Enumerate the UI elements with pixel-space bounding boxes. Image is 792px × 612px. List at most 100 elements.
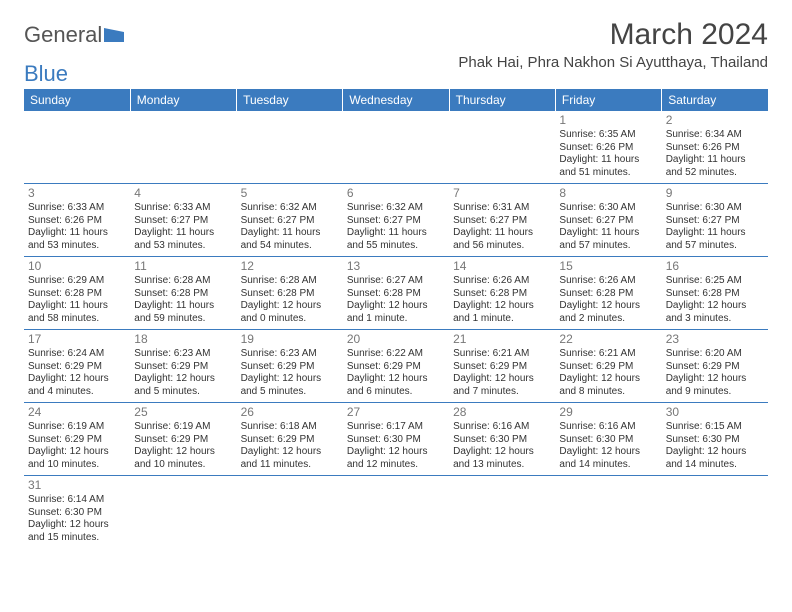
sunset-text: Sunset: 6:30 PM [666,434,764,447]
daylight-text: Daylight: 12 hours and 12 minutes. [347,446,445,471]
sunset-text: Sunset: 6:29 PM [28,361,126,374]
calendar-empty-cell [24,111,130,184]
daylight-text: Daylight: 12 hours and 7 minutes. [453,373,551,398]
sunrise-text: Sunrise: 6:32 AM [241,202,339,215]
weekday-header: Friday [555,89,661,111]
day-number: 20 [347,332,445,347]
sunrise-text: Sunrise: 6:33 AM [28,202,126,215]
calendar-empty-cell [130,111,236,184]
day-number: 15 [559,259,657,274]
daylight-text: Daylight: 12 hours and 5 minutes. [241,373,339,398]
day-number: 27 [347,405,445,420]
calendar-header-row: SundayMondayTuesdayWednesdayThursdayFrid… [24,89,768,111]
daylight-text: Daylight: 12 hours and 11 minutes. [241,446,339,471]
sunrise-text: Sunrise: 6:25 AM [666,275,764,288]
day-number: 14 [453,259,551,274]
day-number: 8 [559,186,657,201]
daylight-text: Daylight: 11 hours and 58 minutes. [28,300,126,325]
calendar-day-cell: 15Sunrise: 6:26 AMSunset: 6:28 PMDayligh… [555,257,661,330]
sunrise-text: Sunrise: 6:28 AM [134,275,232,288]
daylight-text: Daylight: 11 hours and 51 minutes. [559,154,657,179]
weekday-header: Tuesday [237,89,343,111]
weekday-header: Thursday [449,89,555,111]
daylight-text: Daylight: 11 hours and 54 minutes. [241,227,339,252]
calendar-day-cell: 24Sunrise: 6:19 AMSunset: 6:29 PMDayligh… [24,403,130,476]
weekday-header: Sunday [24,89,130,111]
calendar-day-cell: 3Sunrise: 6:33 AMSunset: 6:26 PMDaylight… [24,184,130,257]
calendar-week-row: 31Sunrise: 6:14 AMSunset: 6:30 PMDayligh… [24,476,768,549]
calendar-empty-cell [449,111,555,184]
day-number: 5 [241,186,339,201]
daylight-text: Daylight: 12 hours and 5 minutes. [134,373,232,398]
day-number: 17 [28,332,126,347]
sunset-text: Sunset: 6:26 PM [559,142,657,155]
daylight-text: Daylight: 12 hours and 15 minutes. [28,519,126,544]
daylight-text: Daylight: 12 hours and 14 minutes. [559,446,657,471]
daylight-text: Daylight: 11 hours and 56 minutes. [453,227,551,252]
sunset-text: Sunset: 6:26 PM [28,215,126,228]
sunrise-text: Sunrise: 6:35 AM [559,129,657,142]
daylight-text: Daylight: 12 hours and 9 minutes. [666,373,764,398]
calendar-empty-cell [662,476,768,549]
calendar-week-row: 3Sunrise: 6:33 AMSunset: 6:26 PMDaylight… [24,184,768,257]
daylight-text: Daylight: 11 hours and 59 minutes. [134,300,232,325]
sunrise-text: Sunrise: 6:19 AM [134,421,232,434]
day-number: 16 [666,259,764,274]
day-number: 10 [28,259,126,274]
sunset-text: Sunset: 6:27 PM [241,215,339,228]
day-number: 30 [666,405,764,420]
sunrise-text: Sunrise: 6:32 AM [347,202,445,215]
calendar-day-cell: 21Sunrise: 6:21 AMSunset: 6:29 PMDayligh… [449,330,555,403]
logo: General [24,22,124,48]
flag-icon [104,22,124,48]
sunrise-text: Sunrise: 6:23 AM [241,348,339,361]
calendar-day-cell: 18Sunrise: 6:23 AMSunset: 6:29 PMDayligh… [130,330,236,403]
calendar-empty-cell [237,476,343,549]
calendar-day-cell: 9Sunrise: 6:30 AMSunset: 6:27 PMDaylight… [662,184,768,257]
calendar-day-cell: 10Sunrise: 6:29 AMSunset: 6:28 PMDayligh… [24,257,130,330]
calendar-empty-cell [555,476,661,549]
calendar-day-cell: 19Sunrise: 6:23 AMSunset: 6:29 PMDayligh… [237,330,343,403]
day-number: 7 [453,186,551,201]
calendar-empty-cell [449,476,555,549]
logo-text-blue: Blue [24,61,768,87]
sunset-text: Sunset: 6:27 PM [666,215,764,228]
day-number: 21 [453,332,551,347]
sunset-text: Sunset: 6:29 PM [241,434,339,447]
daylight-text: Daylight: 11 hours and 53 minutes. [28,227,126,252]
sunset-text: Sunset: 6:27 PM [559,215,657,228]
month-title: March 2024 [458,18,768,52]
sunset-text: Sunset: 6:28 PM [28,288,126,301]
sunrise-text: Sunrise: 6:26 AM [559,275,657,288]
calendar-day-cell: 2Sunrise: 6:34 AMSunset: 6:26 PMDaylight… [662,111,768,184]
sunset-text: Sunset: 6:30 PM [453,434,551,447]
sunset-text: Sunset: 6:30 PM [347,434,445,447]
sunrise-text: Sunrise: 6:28 AM [241,275,339,288]
sunset-text: Sunset: 6:29 PM [347,361,445,374]
daylight-text: Daylight: 12 hours and 10 minutes. [134,446,232,471]
sunset-text: Sunset: 6:29 PM [241,361,339,374]
day-number: 4 [134,186,232,201]
sunrise-text: Sunrise: 6:23 AM [134,348,232,361]
calendar-day-cell: 13Sunrise: 6:27 AMSunset: 6:28 PMDayligh… [343,257,449,330]
calendar-empty-cell [343,111,449,184]
sunrise-text: Sunrise: 6:19 AM [28,421,126,434]
sunrise-text: Sunrise: 6:33 AM [134,202,232,215]
calendar-day-cell: 20Sunrise: 6:22 AMSunset: 6:29 PMDayligh… [343,330,449,403]
calendar-empty-cell [130,476,236,549]
daylight-text: Daylight: 12 hours and 14 minutes. [666,446,764,471]
sunset-text: Sunset: 6:28 PM [347,288,445,301]
daylight-text: Daylight: 12 hours and 10 minutes. [28,446,126,471]
sunrise-text: Sunrise: 6:34 AM [666,129,764,142]
calendar-day-cell: 29Sunrise: 6:16 AMSunset: 6:30 PMDayligh… [555,403,661,476]
weekday-header: Wednesday [343,89,449,111]
sunset-text: Sunset: 6:29 PM [134,434,232,447]
day-number: 25 [134,405,232,420]
sunset-text: Sunset: 6:29 PM [28,434,126,447]
sunset-text: Sunset: 6:30 PM [28,507,126,520]
day-number: 28 [453,405,551,420]
daylight-text: Daylight: 11 hours and 55 minutes. [347,227,445,252]
sunrise-text: Sunrise: 6:22 AM [347,348,445,361]
calendar-day-cell: 26Sunrise: 6:18 AMSunset: 6:29 PMDayligh… [237,403,343,476]
sunset-text: Sunset: 6:29 PM [134,361,232,374]
